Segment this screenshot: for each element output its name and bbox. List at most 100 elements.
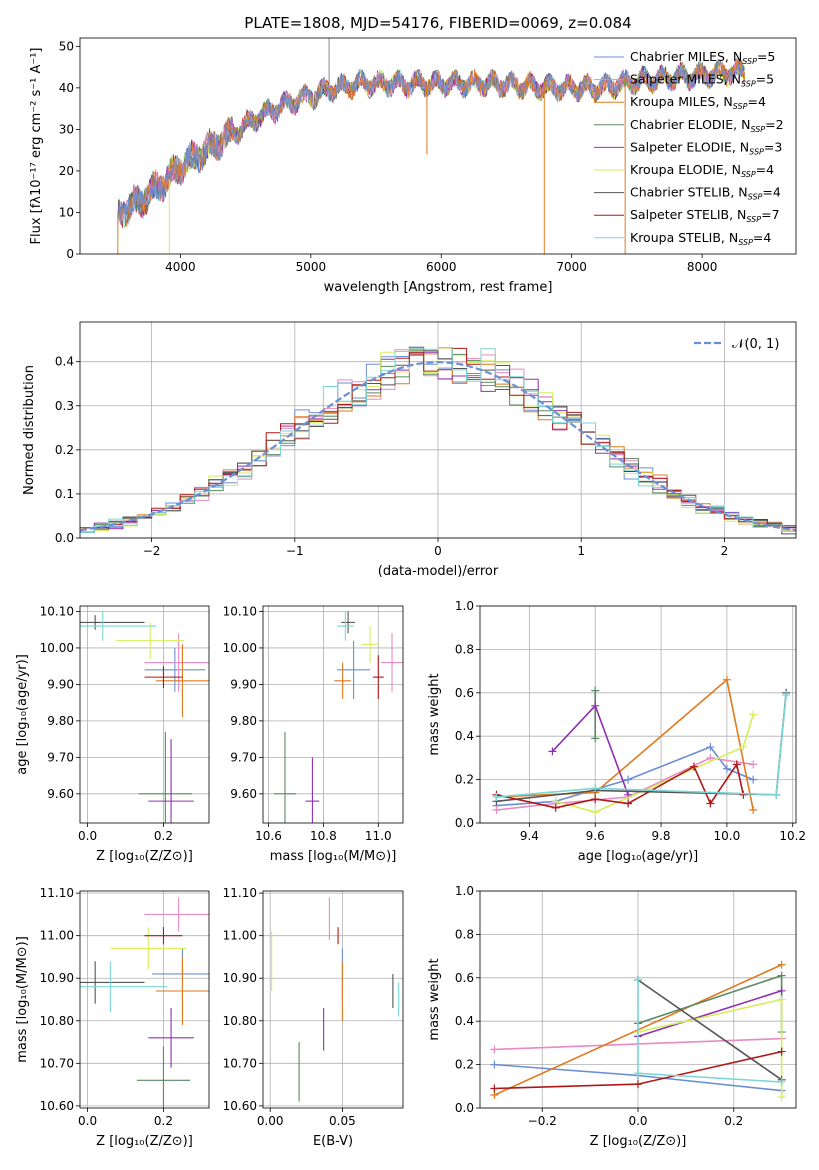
x-tick-label: −1 [286,544,304,558]
weight-marker [624,799,633,808]
histogram-kroupa-stelib [80,347,796,533]
weight-marker [722,764,731,773]
x-tick-label: 4000 [165,260,196,274]
y-tick-label: 40 [59,81,74,95]
x-tick-label: 0.0 [78,1114,97,1128]
y-tick-label: 9.80 [230,714,257,728]
weight-marker [722,675,731,684]
weight-line [551,704,629,796]
plot-area [492,675,791,817]
x-axis-label: E(B-V) [313,1134,353,1149]
weight-marker [777,1093,786,1102]
data-point-kroupa-elodie [116,622,185,659]
y-tick-label: 0.2 [455,773,474,787]
weight-marker [706,743,715,752]
legend-entry: Chabrier ELODIE, NSSP=2 [630,117,784,134]
weight-marker [749,710,758,719]
normal-curve [80,360,796,532]
y-axis-label: mass [log₁₀(M/M⊙)] [15,936,30,1063]
weight-marker [782,690,791,699]
data-point-chabrier-miles [144,647,206,692]
weight-marker [634,1080,642,1089]
y-tick-label: 10.80 [40,1014,74,1028]
axes-frame [262,890,404,1109]
panel-mass-vs-Z: 0.0 0.2 10.60 10.70 10.80 10.90 11.00 11.10 Z [l… [15,886,210,1149]
data-point-kroupa-miles [334,662,351,699]
weight-series-chabrier-elodie [591,686,600,743]
data-point-salpeter-miles [381,633,403,692]
y-axis-label: Normed distribution [22,365,37,495]
panel-mass-vs-ebv: 0.00 0.05 10.60 10.70 10.80 10.90 11.00 11.10 E(… [223,886,404,1149]
panel-age-vs-mass: 10.6 10.8 11.0 9.60 9.70 9.80 9.90 10.00 10.10 ma… [223,604,404,864]
y-tick-label: 0.0 [55,531,74,545]
legend-entry: Salpeter STELIB, NSSP=7 [630,207,780,224]
x-tick-label: 0 [434,544,442,558]
axes-frame [479,605,797,824]
data-point-kroupa-stelib [337,611,354,641]
y-tick-label: 10.70 [40,1056,74,1070]
plot-area [273,611,403,823]
weight-marker [706,753,715,762]
y-tick-label: 11.00 [223,929,257,943]
plot-area [117,38,746,254]
x-tick-label: 10.6 [255,829,282,843]
weight-series-chabrier-miles [492,743,758,810]
legend-entry: Kroupa STELIB, NSSP=4 [630,230,771,247]
histogram-legend: 𝒩(0, 1) [694,337,779,352]
grid [263,891,403,1108]
weight-series-salpeter-stelib [490,1047,786,1093]
y-axis-label: Flux [fλ10⁻¹⁷ erg cm⁻² s⁻¹ A⁻¹] [29,48,44,245]
y-tick-label: 1.0 [455,884,474,898]
weight-marker [490,1060,499,1069]
x-tick-label: 6000 [426,260,457,274]
y-tick-label: 10.10 [223,604,257,618]
legend-entry: Salpeter ELODIE, NSSP=3 [630,139,782,156]
x-tick-label: 0.2 [154,1114,173,1128]
y-tick-label: 0.1 [55,487,74,501]
panel-weight-vs-age: 9.4 9.6 9.8 10.0 10.2 0.0 0.2 0.4 0.6 0.8 1.0 age [… [427,599,806,864]
axes-frame [79,37,797,255]
plot-area [80,346,796,535]
data-point-kroupa-elodie [110,927,187,970]
x-tick-label: 9.8 [651,829,670,843]
weight-marker [634,975,642,984]
grid [80,606,209,823]
y-tick-label: 0 [66,247,74,261]
x-tick-label: 0.00 [257,1114,284,1128]
data-point-chabrier-elodie [138,731,192,823]
axes-frame [79,321,797,539]
data-point-salpeter-miles [144,897,209,932]
weight-marker [732,760,741,769]
plot-area [271,897,400,1102]
weight-line [637,990,782,1038]
data-point-chabrier-stelib [341,611,355,634]
y-tick-label: 0.6 [455,686,474,700]
x-tick-label: 0.2 [154,829,173,843]
data-point-salpeter-miles [144,633,209,692]
x-tick-label: 11.0 [365,829,392,843]
y-tick-label: 10.70 [223,1056,257,1070]
legend-entry: Kroupa MILES, NSSP=4 [630,94,766,111]
y-axis-label: mass weight [427,958,442,1040]
x-tick-label: 9.6 [586,829,605,843]
panel-age-vs-Z: 0.0 0.2 9.60 9.70 9.80 9.90 10.00 10.10 Z [log₁₀… [15,604,210,864]
x-tick-label: 8000 [687,260,718,274]
weight-marker [689,762,698,771]
y-tick-label: 0.2 [55,443,74,457]
x-tick-label: 5000 [296,260,327,274]
weight-marker [777,971,786,980]
axes-frame [262,605,404,824]
y-tick-label: 10.80 [223,1014,257,1028]
weight-marker [490,1084,499,1093]
weight-marker [739,790,748,799]
y-tick-label: 10.00 [40,641,74,655]
weight-line [496,762,745,809]
weight-series-salpeter-elodie [634,986,786,1041]
x-axis-label: (data-model)/error [378,564,499,579]
data-point-salpeter-elodie [148,1008,194,1068]
panel-spectrum: 4000 5000 6000 7000 8000 0 10 20 30 40 50 wavelengt… [29,37,797,295]
y-axis-label: mass weight [427,673,442,755]
weight-series-kroupa-stelib [634,975,786,1086]
weight-line [637,979,783,1081]
weight-marker [492,805,501,814]
